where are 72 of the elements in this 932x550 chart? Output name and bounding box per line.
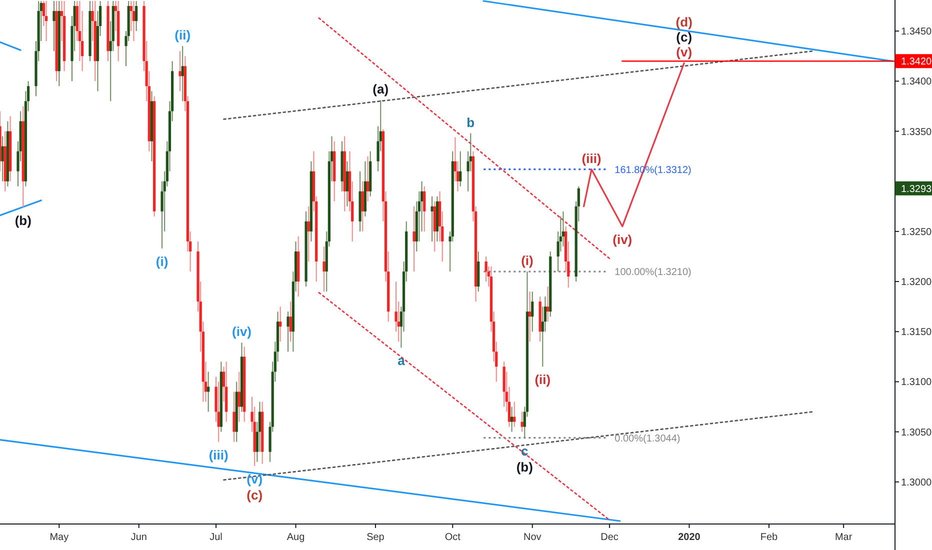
y-tick-label: 1.3350: [901, 126, 932, 138]
x-tick-label: Oct: [444, 532, 461, 543]
x-tick-label: Jul: [210, 532, 222, 543]
annotation: (i): [156, 254, 168, 270]
candlestick: [135, 0, 138, 32]
annotation: (i): [521, 253, 534, 268]
annotation: (iv): [612, 232, 632, 247]
x-tick-label: Sep: [366, 532, 385, 543]
candlestick: [44, 0, 48, 42]
x-tick-label: Feb: [760, 532, 778, 543]
annotation: (d): [676, 14, 692, 30]
candlestick: [238, 371, 240, 422]
candlestick: [132, 0, 136, 42]
candlestick: [423, 186, 426, 232]
candlestick: [520, 411, 524, 432]
annotation: (c): [676, 30, 692, 45]
y-tick-label: 1.3450: [901, 26, 932, 38]
candlestick: [412, 206, 416, 272]
candlestick: [513, 401, 516, 428]
candlestick: [510, 406, 514, 432]
annotation: c: [521, 443, 528, 458]
x-tick-label: 2020: [678, 532, 701, 543]
x-tick-label: May: [50, 532, 69, 543]
candlestick: [207, 371, 210, 412]
y-tick-label: 1.3050: [901, 427, 932, 438]
candlestick: [1, 136, 4, 182]
y-tick-label: 1.3400: [901, 76, 932, 88]
annotation: (iii): [208, 447, 228, 462]
candlestick: [52, 0, 56, 52]
candlestick: [322, 246, 326, 292]
y-tick-label: 1.3200: [901, 277, 932, 288]
candlestick: [346, 160, 348, 207]
x-tick-label: Aug: [286, 532, 305, 543]
x-tick-label: Jun: [130, 532, 147, 543]
candlestick: [366, 156, 370, 202]
ref-line-label: 0.00%(1.3044): [614, 433, 680, 444]
candlestick: [528, 291, 532, 342]
candlestick: [307, 206, 310, 262]
x-tick-label: Dec: [600, 532, 618, 543]
y-tick-label: 1.3250: [901, 226, 932, 238]
annotation: (iii): [582, 150, 602, 166]
candlestick: [289, 301, 292, 342]
candlestick: [181, 46, 184, 102]
annotation: (ii): [174, 28, 191, 43]
annotation: (b): [14, 212, 32, 228]
annotation: (a): [372, 82, 389, 97]
annotation: (v): [246, 471, 263, 486]
candlestick: [484, 256, 488, 282]
candlestick: [546, 286, 550, 322]
x-tick-label: Nov: [523, 532, 542, 543]
y-tick-label: 1.3000: [901, 477, 932, 488]
x-tick-label: Mar: [834, 532, 853, 543]
ref-line-label: 1.3420: [901, 56, 932, 68]
candlestick: [286, 311, 290, 352]
annotation: (b): [516, 459, 533, 474]
candlestick: [178, 50, 182, 92]
annotation: (iv): [232, 324, 252, 340]
ref-line-label: 100.00%(1.3210): [614, 267, 692, 278]
candlestick: [232, 391, 236, 442]
y-tick-label: 1.3150: [901, 327, 932, 338]
candlestick: [279, 306, 282, 342]
candlestick: [531, 291, 534, 332]
annotation: a: [398, 353, 406, 368]
annotation: (c): [246, 487, 263, 502]
annotation: (ii): [534, 372, 551, 388]
y-tick-label: 1.3293: [901, 184, 932, 195]
y-tick-label: 1.3100: [901, 377, 932, 388]
annotation: (v): [676, 44, 692, 60]
annotation: b: [466, 114, 475, 130]
candlestick: [430, 196, 434, 242]
candlestick: [361, 180, 364, 232]
candlestick: [459, 150, 462, 187]
